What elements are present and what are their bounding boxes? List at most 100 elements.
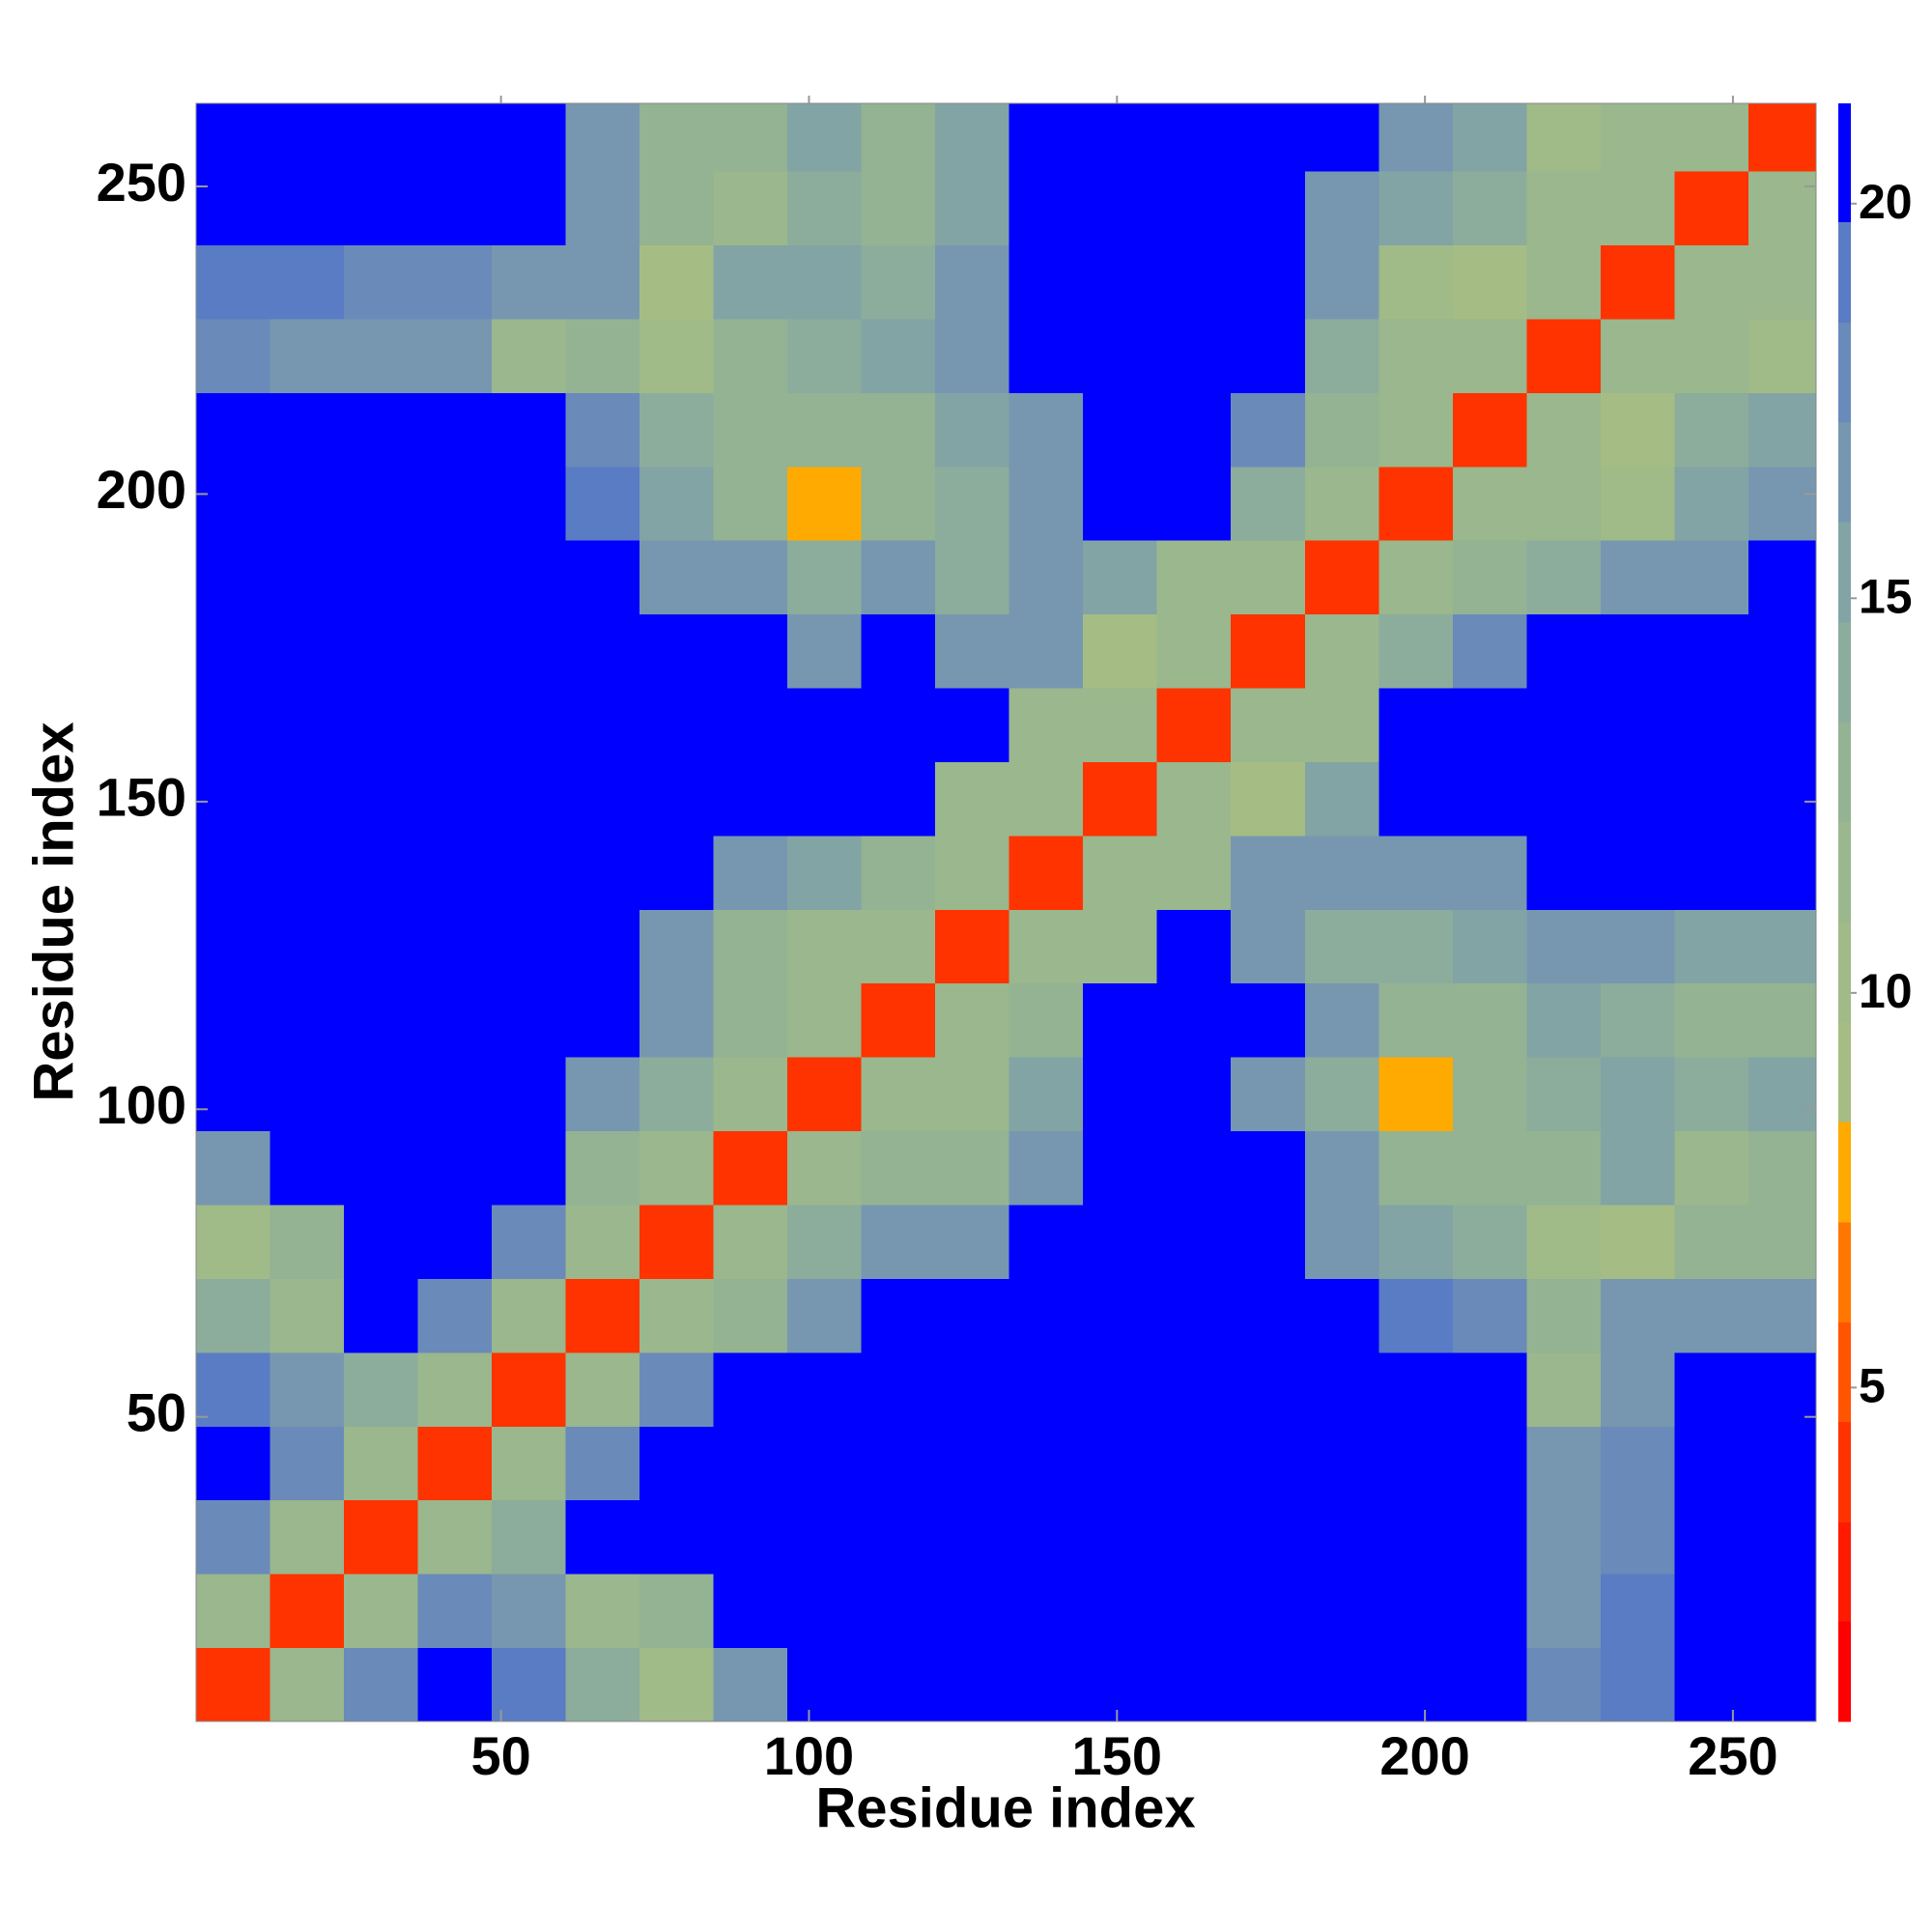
heatmap-cell <box>1009 909 1084 984</box>
colorbar-segment <box>1838 621 1851 724</box>
heatmap-cell <box>1009 835 1084 910</box>
heatmap-cell <box>270 318 345 393</box>
heatmap-cell <box>1156 1426 1232 1501</box>
heatmap-cell <box>417 909 493 984</box>
heatmap-cell <box>713 1647 788 1722</box>
heatmap-cell <box>639 540 715 615</box>
heatmap-cell <box>565 466 640 541</box>
heatmap-cell <box>1452 171 1527 245</box>
heatmap-cell <box>1526 1647 1602 1722</box>
colorbar-segment <box>1838 821 1851 923</box>
heatmap-cell <box>1083 835 1158 910</box>
heatmap-cell <box>1600 1057 1675 1132</box>
heatmap-cell <box>1452 1351 1527 1427</box>
heatmap-cell <box>1083 1426 1158 1501</box>
heatmap-cell <box>1156 103 1232 172</box>
heatmap-cell <box>639 1426 715 1501</box>
heatmap-cell <box>492 103 567 172</box>
heatmap-cell <box>713 1426 788 1501</box>
heatmap-cell <box>1009 1499 1084 1575</box>
heatmap-cell <box>1747 103 1817 172</box>
heatmap-cell <box>639 1647 715 1722</box>
heatmap-cell <box>861 540 936 615</box>
heatmap-cell <box>565 1057 640 1132</box>
heatmap-cell <box>344 982 419 1058</box>
heatmap-cell <box>639 103 715 172</box>
heatmap-cell <box>1378 613 1454 689</box>
heatmap-cell <box>417 982 493 1058</box>
heatmap-cell <box>565 1351 640 1427</box>
heatmap-cell <box>639 1351 715 1427</box>
heatmap-cell <box>270 613 345 689</box>
heatmap-cell <box>344 1130 419 1206</box>
heatmap-cell <box>344 540 419 615</box>
heatmap-cell <box>1378 103 1454 172</box>
heatmap-cell <box>417 1647 493 1722</box>
heatmap-cell <box>1378 1130 1454 1206</box>
heatmap-cell <box>639 392 715 468</box>
heatmap-cell <box>1747 318 1817 393</box>
heatmap-cell <box>1156 1647 1232 1722</box>
heatmap-cell <box>861 244 936 320</box>
heatmap-cell <box>1156 909 1232 984</box>
heatmap-cell <box>787 909 863 984</box>
heatmap-cell <box>861 392 936 468</box>
heatmap-cell <box>1304 171 1379 245</box>
heatmap-cell <box>935 318 1010 393</box>
heatmap-cell <box>1231 761 1306 837</box>
heatmap-cell <box>492 1499 567 1575</box>
heatmap-cell <box>639 244 715 320</box>
heatmap-cell <box>196 1647 271 1722</box>
heatmap-cell <box>196 1130 271 1206</box>
heatmap-cell <box>1231 613 1306 689</box>
heatmap-cell <box>492 761 567 837</box>
heatmap-cell <box>196 318 271 393</box>
heatmap-cell <box>1009 103 1084 172</box>
heatmap-cell <box>1156 761 1232 837</box>
heatmap-cell <box>492 613 567 689</box>
heatmap-cell <box>1231 835 1306 910</box>
heatmap-cell <box>565 1205 640 1279</box>
heatmap-cell <box>1526 909 1602 984</box>
heatmap-cell <box>713 318 788 393</box>
heatmap-cell <box>565 1574 640 1649</box>
heatmap-cell <box>1526 318 1602 393</box>
heatmap-cell <box>1231 171 1306 245</box>
heatmap-cell <box>1378 1057 1454 1132</box>
heatmap-cell <box>1231 540 1306 615</box>
heatmap-cell <box>787 613 863 689</box>
heatmap-cell <box>344 613 419 689</box>
heatmap-cell <box>1009 1574 1084 1649</box>
heatmap-cell <box>1674 688 1749 762</box>
heatmap-cell <box>1674 392 1749 468</box>
heatmap-cell <box>861 1647 936 1722</box>
heatmap-cell <box>1231 1499 1306 1575</box>
heatmap-cell <box>1747 540 1817 615</box>
heatmap-cell <box>1304 835 1379 910</box>
heatmap-cell <box>1674 909 1749 984</box>
heatmap-cell <box>270 1647 345 1722</box>
heatmap-cell <box>1526 613 1602 689</box>
heatmap-cell <box>1452 1574 1527 1649</box>
heatmap-cell <box>1304 1205 1379 1279</box>
heatmap-cell <box>1526 392 1602 468</box>
heatmap-cell <box>1083 1057 1158 1132</box>
heatmap-cell <box>196 392 271 468</box>
heatmap-cell <box>417 688 493 762</box>
heatmap-cell <box>713 1057 788 1132</box>
colorbar-segment <box>1838 1022 1851 1122</box>
heatmap-cell <box>417 1574 493 1649</box>
heatmap-cell <box>1452 466 1527 541</box>
heatmap-cell <box>713 982 788 1058</box>
heatmap-cell <box>1156 318 1232 393</box>
heatmap-cell <box>565 1426 640 1501</box>
heatmap-cell <box>1747 1499 1817 1575</box>
heatmap-cell <box>1747 761 1817 837</box>
heatmap-cell <box>1304 1426 1379 1501</box>
heatmap-cell <box>270 540 345 615</box>
heatmap-cell <box>1378 909 1454 984</box>
heatmap-cell <box>1156 835 1232 910</box>
heatmap-cell <box>1231 688 1306 762</box>
heatmap-cell <box>1304 982 1379 1058</box>
heatmap-cell <box>1156 171 1232 245</box>
